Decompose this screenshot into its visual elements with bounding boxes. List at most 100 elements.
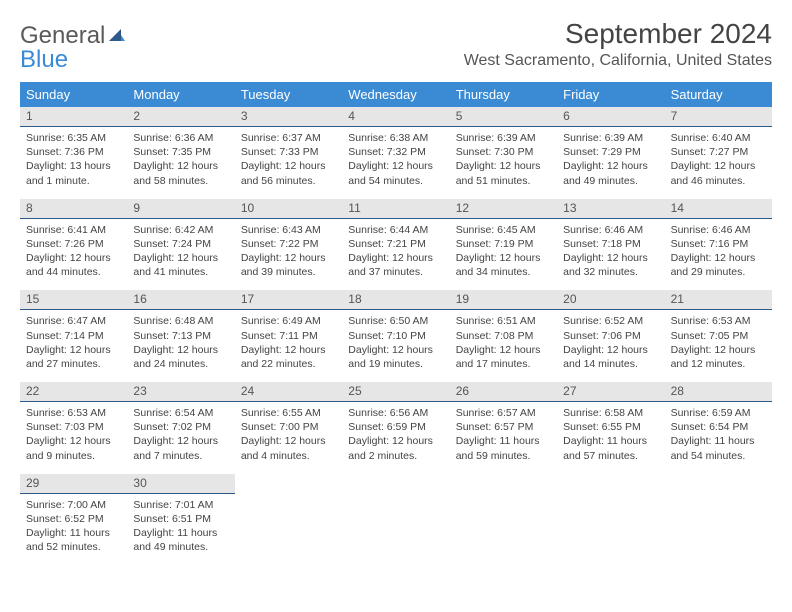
daylight-text: Daylight: 11 hours and 57 minutes.: [563, 434, 658, 462]
daylight-text: Daylight: 12 hours and 54 minutes.: [348, 159, 443, 187]
day-cell: Sunrise: 6:51 AMSunset: 7:08 PMDaylight:…: [450, 310, 557, 379]
sunset-text: Sunset: 7:29 PM: [563, 145, 658, 159]
sunrise-text: Sunrise: 6:40 AM: [671, 131, 766, 145]
daylight-text: Daylight: 11 hours and 52 minutes.: [26, 526, 121, 554]
daynum-row: 1234567: [20, 107, 772, 127]
sunrise-text: Sunrise: 6:43 AM: [241, 223, 336, 237]
day-cell: Sunrise: 6:38 AMSunset: 7:32 PMDaylight:…: [342, 127, 449, 196]
day-number: 19: [450, 290, 557, 310]
sunset-text: Sunset: 7:11 PM: [241, 329, 336, 343]
daylight-text: Daylight: 12 hours and 34 minutes.: [456, 251, 551, 279]
day-number: 29: [20, 474, 127, 494]
day-cell: Sunrise: 6:47 AMSunset: 7:14 PMDaylight:…: [20, 310, 127, 379]
sunrise-text: Sunrise: 6:44 AM: [348, 223, 443, 237]
sunset-text: Sunset: 7:02 PM: [133, 420, 228, 434]
day-number: 7: [665, 107, 772, 127]
day-number: 18: [342, 290, 449, 310]
day-number: 24: [235, 382, 342, 402]
sunset-text: Sunset: 7:16 PM: [671, 237, 766, 251]
day-cell: Sunrise: 6:45 AMSunset: 7:19 PMDaylight:…: [450, 219, 557, 288]
day-number: 4: [342, 107, 449, 127]
daylight-text: Daylight: 12 hours and 2 minutes.: [348, 434, 443, 462]
sunset-text: Sunset: 7:27 PM: [671, 145, 766, 159]
daylight-text: Daylight: 12 hours and 12 minutes.: [671, 343, 766, 371]
day-cell: Sunrise: 6:39 AMSunset: 7:30 PMDaylight:…: [450, 127, 557, 196]
sunset-text: Sunset: 7:06 PM: [563, 329, 658, 343]
sunset-text: Sunset: 7:08 PM: [456, 329, 551, 343]
day-cell: Sunrise: 6:55 AMSunset: 7:00 PMDaylight:…: [235, 402, 342, 471]
day-cell: Sunrise: 6:36 AMSunset: 7:35 PMDaylight:…: [127, 127, 234, 196]
sunset-text: Sunset: 6:57 PM: [456, 420, 551, 434]
sunrise-text: Sunrise: 6:51 AM: [456, 314, 551, 328]
sunset-text: Sunset: 6:54 PM: [671, 420, 766, 434]
weekday-fri: Friday: [557, 82, 664, 107]
week-group: 2930Sunrise: 7:00 AMSunset: 6:52 PMDayli…: [20, 474, 772, 563]
daylight-text: Daylight: 12 hours and 58 minutes.: [133, 159, 228, 187]
day-number: 10: [235, 199, 342, 219]
sunrise-text: Sunrise: 6:47 AM: [26, 314, 121, 328]
sunset-text: Sunset: 7:21 PM: [348, 237, 443, 251]
daylight-text: Daylight: 12 hours and 19 minutes.: [348, 343, 443, 371]
logo-sail-icon: [107, 24, 127, 48]
sunset-text: Sunset: 6:55 PM: [563, 420, 658, 434]
sunset-text: Sunset: 7:35 PM: [133, 145, 228, 159]
month-title: September 2024: [464, 18, 772, 50]
daylight-text: Daylight: 12 hours and 56 minutes.: [241, 159, 336, 187]
title-block: September 2024 West Sacramento, Californ…: [464, 18, 772, 70]
sunset-text: Sunset: 7:32 PM: [348, 145, 443, 159]
weekday-header-row: Sunday Monday Tuesday Wednesday Thursday…: [20, 82, 772, 107]
calendar: Sunday Monday Tuesday Wednesday Thursday…: [20, 82, 772, 562]
day-number: [557, 474, 664, 494]
daylight-text: Daylight: 12 hours and 17 minutes.: [456, 343, 551, 371]
day-cell: Sunrise: 6:35 AMSunset: 7:36 PMDaylight:…: [20, 127, 127, 196]
weekday-sun: Sunday: [20, 82, 127, 107]
content-row: Sunrise: 6:35 AMSunset: 7:36 PMDaylight:…: [20, 127, 772, 196]
day-cell: Sunrise: 6:37 AMSunset: 7:33 PMDaylight:…: [235, 127, 342, 196]
sunset-text: Sunset: 6:52 PM: [26, 512, 121, 526]
day-number: 6: [557, 107, 664, 127]
daylight-text: Daylight: 12 hours and 37 minutes.: [348, 251, 443, 279]
sunset-text: Sunset: 7:30 PM: [456, 145, 551, 159]
sunrise-text: Sunrise: 6:46 AM: [671, 223, 766, 237]
day-cell: Sunrise: 6:54 AMSunset: 7:02 PMDaylight:…: [127, 402, 234, 471]
daynum-row: 891011121314: [20, 199, 772, 219]
logo-general: General: [20, 22, 105, 49]
daylight-text: Daylight: 12 hours and 4 minutes.: [241, 434, 336, 462]
sunrise-text: Sunrise: 6:57 AM: [456, 406, 551, 420]
daylight-text: Daylight: 12 hours and 27 minutes.: [26, 343, 121, 371]
day-cell: Sunrise: 6:52 AMSunset: 7:06 PMDaylight:…: [557, 310, 664, 379]
day-number: [665, 474, 772, 494]
day-cell: Sunrise: 6:53 AMSunset: 7:03 PMDaylight:…: [20, 402, 127, 471]
day-number: 2: [127, 107, 234, 127]
daylight-text: Daylight: 11 hours and 59 minutes.: [456, 434, 551, 462]
sunset-text: Sunset: 7:36 PM: [26, 145, 121, 159]
daylight-text: Daylight: 12 hours and 32 minutes.: [563, 251, 658, 279]
location: West Sacramento, California, United Stat…: [464, 52, 772, 70]
day-number: 17: [235, 290, 342, 310]
sunrise-text: Sunrise: 6:59 AM: [671, 406, 766, 420]
day-cell: Sunrise: 7:01 AMSunset: 6:51 PMDaylight:…: [127, 494, 234, 563]
day-cell: Sunrise: 7:00 AMSunset: 6:52 PMDaylight:…: [20, 494, 127, 563]
day-cell: Sunrise: 6:58 AMSunset: 6:55 PMDaylight:…: [557, 402, 664, 471]
day-cell: Sunrise: 6:50 AMSunset: 7:10 PMDaylight:…: [342, 310, 449, 379]
day-cell: Sunrise: 6:46 AMSunset: 7:16 PMDaylight:…: [665, 219, 772, 288]
sunset-text: Sunset: 7:03 PM: [26, 420, 121, 434]
day-cell: [342, 494, 449, 563]
daylight-text: Daylight: 12 hours and 44 minutes.: [26, 251, 121, 279]
daylight-text: Daylight: 12 hours and 14 minutes.: [563, 343, 658, 371]
sunset-text: Sunset: 6:51 PM: [133, 512, 228, 526]
sunrise-text: Sunrise: 6:46 AM: [563, 223, 658, 237]
header: General Blue September 2024 West Sacrame…: [20, 18, 772, 72]
daylight-text: Daylight: 11 hours and 54 minutes.: [671, 434, 766, 462]
sunset-text: Sunset: 6:59 PM: [348, 420, 443, 434]
day-number: 13: [557, 199, 664, 219]
sunrise-text: Sunrise: 6:50 AM: [348, 314, 443, 328]
day-number: [235, 474, 342, 494]
sunrise-text: Sunrise: 6:54 AM: [133, 406, 228, 420]
sunset-text: Sunset: 7:22 PM: [241, 237, 336, 251]
weeks-container: 1234567Sunrise: 6:35 AMSunset: 7:36 PMDa…: [20, 107, 772, 562]
weekday-thu: Thursday: [450, 82, 557, 107]
daylight-text: Daylight: 12 hours and 7 minutes.: [133, 434, 228, 462]
daylight-text: Daylight: 11 hours and 49 minutes.: [133, 526, 228, 554]
sunrise-text: Sunrise: 6:52 AM: [563, 314, 658, 328]
